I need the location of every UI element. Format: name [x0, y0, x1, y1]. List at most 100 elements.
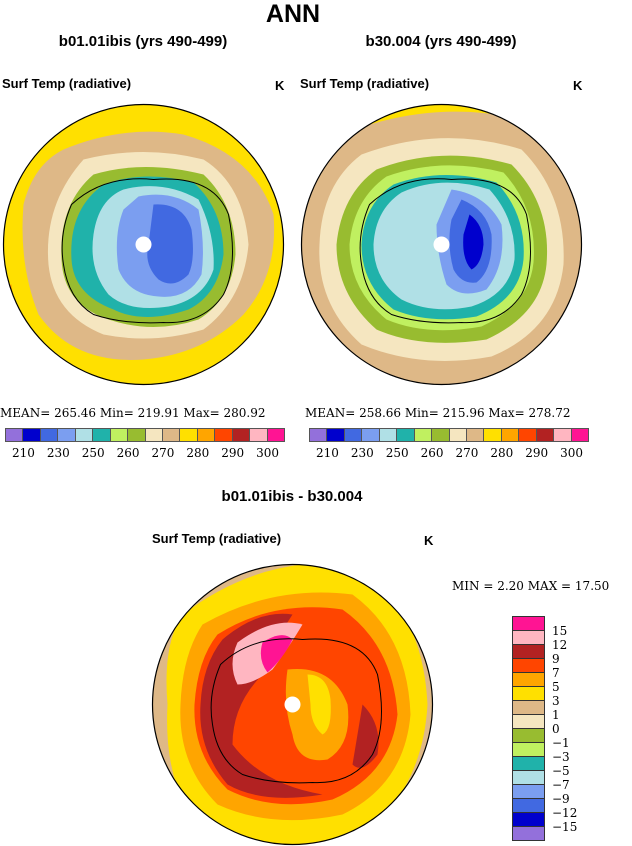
figure-title: ANN [265, 0, 321, 28]
diff-units-label: K [424, 533, 434, 548]
colorbar-box [231, 428, 251, 442]
south-pole-marker [135, 236, 152, 253]
colorbar-label: 0 [552, 722, 560, 736]
coastline [61, 178, 233, 324]
colorbar-box [512, 672, 545, 687]
colorbar-box [570, 428, 589, 442]
colorbar-box [326, 428, 345, 442]
colorbar-box [512, 728, 545, 743]
colorbar-box [361, 428, 380, 442]
colorbar-box [500, 428, 520, 442]
colorbar-label: 9 [552, 652, 560, 666]
south-pole-marker [284, 696, 301, 713]
colorbar-label: 230 [46, 446, 70, 460]
colorbar-label: 300 [256, 446, 280, 460]
map-boundary [300, 103, 583, 386]
colorbar-box [553, 428, 572, 442]
colorbar-box [5, 428, 24, 442]
contour-band [307, 674, 331, 735]
contour-band [463, 214, 484, 270]
colorbar-label: 5 [552, 680, 560, 694]
colorbar-box [512, 658, 545, 673]
left-panel-title: b01.01ibis (yrs 490-499) [58, 33, 228, 50]
colorbar-box [448, 428, 467, 442]
colorbar-label: 210 [315, 446, 339, 460]
colorbar-box [431, 428, 450, 442]
colorbar-box [57, 428, 76, 442]
colorbar-box [512, 812, 545, 827]
colorbar-label: 290 [221, 446, 245, 460]
colorbar-box [413, 428, 433, 442]
colorbar-label: 12 [552, 638, 568, 652]
colorbar-box [214, 428, 233, 442]
colorbar-box [109, 428, 129, 442]
colorbar-box [512, 700, 545, 715]
right-stats: MEAN= 258.66 Min= 215.96 Max= 278.72 [305, 406, 571, 420]
right-units-label: K [573, 78, 583, 93]
colorbar-label: −15 [552, 820, 578, 834]
colorbar-label: −3 [552, 750, 570, 764]
diff-colorbar [512, 616, 545, 841]
left-polar-map [2, 103, 285, 386]
colorbar-box [535, 428, 555, 442]
colorbar-label: 260 [116, 446, 140, 460]
contour-band [260, 635, 293, 673]
colorbar-label: −1 [552, 736, 570, 750]
colorbar-box [518, 428, 537, 442]
diff-polar-map [151, 563, 434, 846]
colorbar-label: 1 [552, 708, 560, 722]
colorbar-label: 230 [350, 446, 374, 460]
colorbar-box [161, 428, 181, 442]
colorbar-label: −5 [552, 764, 570, 778]
diff-variable-label: Surf Temp (radiative) [152, 531, 282, 546]
colorbar-label: 250 [385, 446, 409, 460]
colorbar-label: 280 [490, 446, 514, 460]
colorbar-box [39, 428, 59, 442]
colorbar-box [483, 428, 502, 442]
colorbar-box [92, 428, 111, 442]
colorbar-box [22, 428, 41, 442]
right-variable-label: Surf Temp (radiative) [300, 76, 430, 91]
colorbar-box [512, 616, 545, 631]
coastline [359, 178, 531, 324]
right-colorbar [309, 428, 589, 442]
colorbar-label: 250 [81, 446, 105, 460]
colorbar-box [512, 630, 545, 645]
colorbar-box [512, 798, 545, 813]
colorbar-label: 7 [552, 666, 560, 680]
colorbar-box [144, 428, 163, 442]
map-boundary [151, 563, 434, 846]
colorbar-box [512, 770, 545, 785]
colorbar-box [465, 428, 485, 442]
colorbar-box [512, 756, 545, 771]
colorbar-box [512, 784, 545, 799]
right-polar-map [300, 103, 583, 386]
colorbar-label: 3 [552, 694, 560, 708]
colorbar-label: 210 [11, 446, 35, 460]
colorbar-label: −12 [552, 806, 578, 820]
left-colorbar [5, 428, 285, 442]
colorbar-label: 280 [186, 446, 210, 460]
contour-band [200, 613, 323, 798]
contour-band [147, 204, 193, 284]
colorbar-label: −7 [552, 778, 570, 792]
colorbar-box [512, 686, 545, 701]
colorbar-label: 270 [455, 446, 479, 460]
diff-stats: MIN = 2.20 MAX = 17.50 [452, 579, 610, 593]
right-panel-title: b30.004 (yrs 490-499) [365, 33, 517, 50]
colorbar-box [396, 428, 415, 442]
colorbar-box [343, 428, 363, 442]
map-boundary [2, 103, 285, 386]
colorbar-box [512, 742, 545, 757]
contour-band [352, 704, 379, 768]
colorbar-box [266, 428, 285, 442]
colorbar-box [127, 428, 146, 442]
colorbar-label: 260 [420, 446, 444, 460]
left-stats: MEAN= 265.46 Min= 219.91 Max= 280.92 [0, 406, 266, 420]
colorbar-label: 270 [151, 446, 175, 460]
colorbar-label: 290 [525, 446, 549, 460]
colorbar-box [179, 428, 198, 442]
coastline [210, 638, 382, 784]
south-pole-marker [433, 236, 450, 253]
